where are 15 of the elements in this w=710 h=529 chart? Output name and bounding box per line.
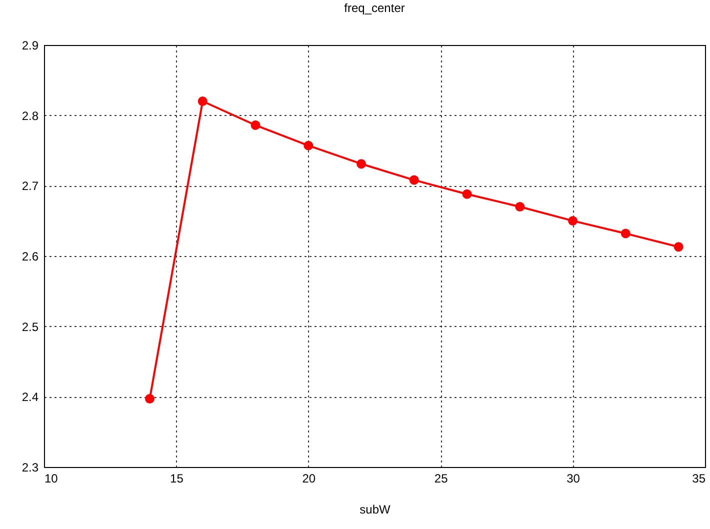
x-tick-label: 20 xyxy=(302,472,316,486)
y-tick-label: 2.7 xyxy=(22,179,39,194)
y-tick-label: 2.8 xyxy=(22,108,39,123)
y-tick-label: 2.4 xyxy=(22,390,39,404)
x-tick-label: 25 xyxy=(434,472,448,486)
y-tick-label: 2.3 xyxy=(22,460,39,474)
x-axis-title: subW xyxy=(360,502,392,516)
x-tick-label: 35 xyxy=(692,472,706,486)
y-tick-label: 2.5 xyxy=(22,320,39,334)
y-tick-label: 2.6 xyxy=(22,250,39,264)
y-tick-label: 2.9 xyxy=(22,38,39,52)
chart-title: freq_center xyxy=(344,1,405,15)
x-tick-label: 10 xyxy=(44,472,58,486)
x-tick-label: 15 xyxy=(170,472,184,486)
x-tick-label: 30 xyxy=(566,472,580,486)
